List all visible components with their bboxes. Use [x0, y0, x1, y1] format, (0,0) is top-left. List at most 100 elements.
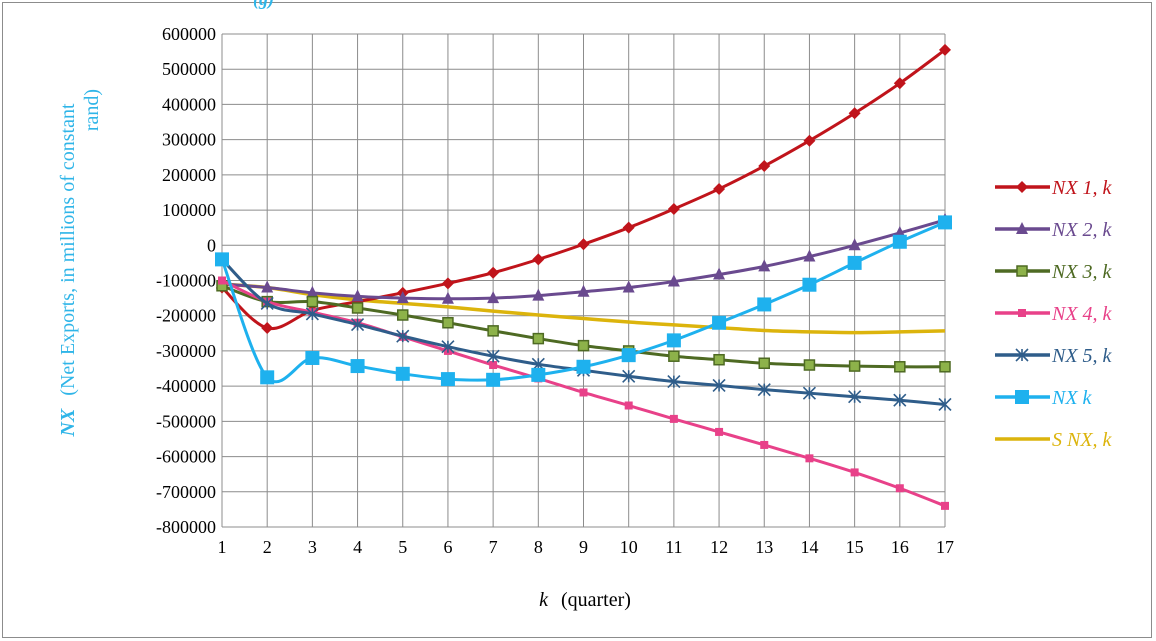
chart-caption: (g) — [253, 0, 953, 13]
data-point — [261, 322, 274, 335]
data-point — [441, 277, 454, 290]
y-tick-label: -300000 — [156, 341, 216, 361]
series-line — [221, 282, 946, 335]
data-point — [487, 291, 500, 304]
data-point — [622, 369, 636, 383]
data-point — [577, 339, 590, 352]
data-point — [939, 361, 951, 373]
legend-label: NX k — [1051, 387, 1093, 409]
data-point — [667, 374, 681, 389]
data-point — [712, 378, 726, 393]
x-tick-label: 7 — [489, 537, 498, 557]
legend-entry: NX 3, k — [995, 261, 1113, 283]
data-point — [622, 280, 635, 293]
legend-label: NX 1, k — [1051, 177, 1113, 199]
data-point — [1015, 390, 1029, 404]
y-tick-label: 600000 — [162, 24, 216, 44]
data-point — [1016, 222, 1028, 234]
data-point — [802, 277, 817, 292]
data-point — [848, 238, 861, 251]
data-point — [666, 333, 681, 348]
data-point — [712, 315, 727, 330]
x-tick-label: 13 — [755, 537, 773, 557]
data-point — [669, 414, 678, 423]
data-point — [848, 107, 861, 120]
data-point — [486, 372, 501, 387]
data-point — [532, 253, 545, 266]
data-point — [487, 266, 500, 279]
data-point — [487, 325, 499, 337]
data-point — [395, 366, 410, 381]
data-point — [893, 393, 907, 407]
data-point — [350, 317, 365, 332]
data-point — [624, 401, 633, 410]
data-point — [440, 372, 455, 387]
x-axis-variable: k — [539, 589, 549, 611]
data-point — [941, 501, 949, 510]
data-point — [803, 134, 816, 147]
x-tick-label: 14 — [800, 537, 818, 557]
data-point — [577, 284, 590, 297]
data-point — [803, 359, 816, 371]
data-point — [757, 297, 772, 312]
data-point — [715, 427, 724, 436]
data-point — [397, 309, 409, 321]
series-1 — [216, 43, 951, 335]
data-point — [350, 359, 365, 374]
data-point — [532, 332, 545, 345]
y-axis-title: NX (Net Exports, in millions of constant… — [57, 89, 103, 438]
legend-label: NX 4, k — [1051, 303, 1113, 325]
data-point — [306, 285, 319, 298]
legend-entry: NX 4, k — [995, 303, 1113, 325]
series-7 — [221, 282, 946, 335]
data-point — [215, 252, 229, 267]
series-layer — [215, 43, 952, 510]
y-tick-label: 100000 — [162, 200, 216, 220]
y-tick-labels: 600000 500000 400000 300000 200000 100000 0 -10… — [156, 24, 216, 537]
y-tick-label: -500000 — [156, 411, 216, 431]
data-point — [802, 386, 817, 400]
x-tick-label: 9 — [579, 537, 588, 557]
data-point — [850, 468, 859, 477]
y-tick-label: 400000 — [162, 94, 216, 114]
data-point — [577, 238, 590, 251]
legend-entry: S NX, k — [995, 429, 1113, 451]
y-axis-label-line2: rand) — [81, 89, 103, 131]
data-point — [442, 317, 454, 329]
legend-entry: NX 5, k — [995, 345, 1113, 367]
legend-entry: NX 1, k — [995, 177, 1113, 199]
data-point — [261, 280, 274, 293]
data-point — [576, 359, 591, 374]
data-point — [939, 43, 951, 56]
data-point — [938, 397, 952, 412]
y-tick-label: -100000 — [156, 271, 216, 291]
data-point — [758, 357, 770, 370]
data-point — [489, 361, 498, 370]
data-point — [713, 182, 726, 195]
data-point — [938, 215, 952, 230]
series-6 — [215, 215, 952, 387]
data-point — [667, 203, 680, 216]
series-2 — [216, 212, 951, 304]
data-point — [351, 289, 364, 302]
data-point — [396, 329, 410, 343]
y-tick-label: 0 — [207, 235, 216, 255]
y-tick-label: -700000 — [156, 482, 216, 502]
data-point — [1018, 309, 1026, 317]
data-point — [1015, 348, 1029, 362]
x-tick-label: 4 — [353, 537, 362, 557]
legend-label: NX 2, k — [1051, 219, 1113, 241]
x-tick-label: 3 — [308, 537, 317, 557]
x-tick-labels: 1 2 3 4 5 6 7 8 9 10 11 12 13 14 15 16 17 — [218, 537, 955, 557]
data-point — [758, 259, 771, 272]
data-point — [848, 390, 862, 404]
data-point — [621, 348, 636, 363]
y-tick-label: -600000 — [156, 447, 216, 467]
data-point — [805, 454, 814, 463]
y-tick-label: -800000 — [156, 517, 216, 537]
x-tick-label: 15 — [846, 537, 864, 557]
x-tick-label: 16 — [891, 537, 909, 557]
legend: NX 1, k NX 2, k NX 3, k NX 4, k NX 5, k NX k S… — [995, 177, 1113, 451]
data-point — [1016, 181, 1028, 193]
